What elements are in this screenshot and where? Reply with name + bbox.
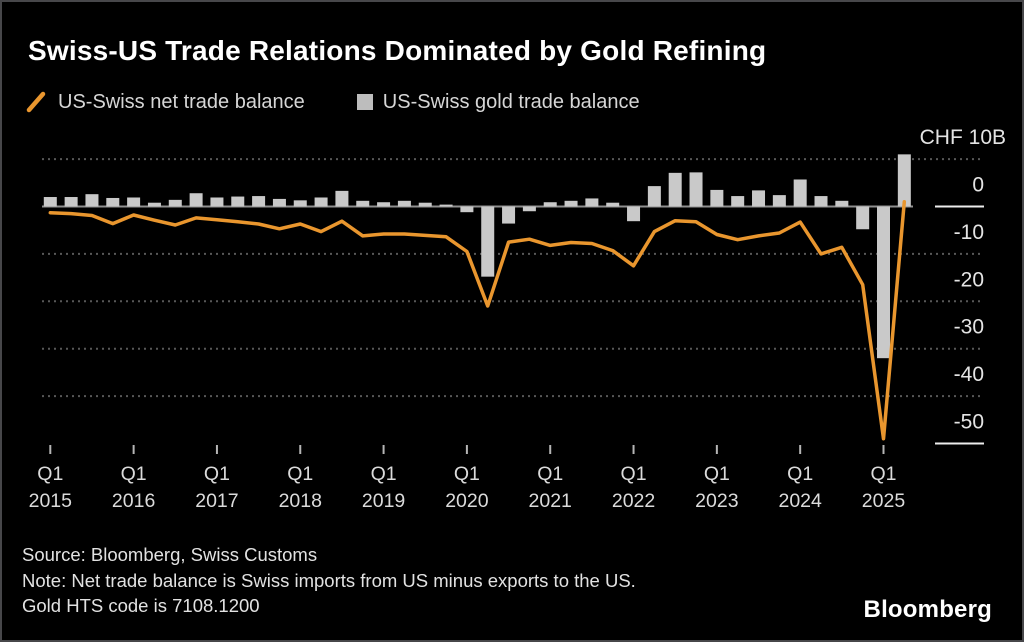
gold-bar: [356, 200, 370, 207]
gold-bar: [835, 200, 849, 207]
x-tick-label-quarter: Q1: [787, 463, 813, 485]
gold-bar: [793, 179, 807, 207]
x-tick-label-quarter: Q1: [537, 463, 563, 485]
gold-bar: [106, 197, 120, 207]
x-tick-label-quarter: Q1: [704, 463, 730, 485]
x-tick-label-quarter: Q1: [870, 463, 896, 485]
gray-square-legend-icon: [356, 94, 373, 110]
x-tick-label-quarter: Q1: [454, 463, 480, 485]
gold-bar: [731, 196, 745, 207]
chart-legend: US-Swiss net trade balance US-Swiss gold…: [26, 89, 640, 115]
gold-bar: [377, 202, 391, 207]
trade-balance-chart: CHF 10B 0 -10 -20 -30 -40 -50 Q1 2015 Q1 2016 Q1 201…: [29, 126, 1006, 512]
legend-label-net: US-Swiss net trade balance: [58, 90, 305, 113]
gold-bar: [272, 198, 286, 207]
gold-bar: [689, 172, 703, 207]
gold-bar: [481, 206, 495, 277]
footer-note-line1: Note: Net trade balance is Swiss imports…: [22, 569, 636, 591]
y-tick-label: -20: [954, 268, 984, 291]
gold-bar: [397, 200, 411, 207]
y-tick-label: -50: [954, 411, 984, 434]
x-tick-label-year: 2025: [862, 490, 906, 512]
footer-note-line2: Gold HTS code is 7108.1200: [22, 595, 260, 616]
gold-bar: [627, 206, 641, 222]
axis-unit-label: CHF 10B: [920, 126, 1006, 149]
legend-item-gold-trade-balance: US-Swiss gold trade balance: [356, 90, 640, 114]
gold-bar: [168, 199, 182, 207]
legend-label-gold: US-Swiss gold trade balance: [382, 90, 640, 113]
gold-bar: [210, 197, 224, 207]
x-tick-label-quarter: Q1: [204, 463, 230, 485]
gold-bar: [231, 196, 245, 207]
gold-bar: [189, 193, 203, 207]
x-tick-label-year: 2022: [612, 490, 655, 512]
gold-bar: [147, 202, 161, 207]
gold-bar: [460, 206, 474, 213]
gold-bar: [606, 202, 620, 207]
x-tick-label-year: 2024: [778, 490, 822, 512]
x-tick-label-year: 2018: [279, 490, 322, 512]
gold-bar: [585, 198, 599, 207]
gold-bar: [752, 190, 766, 207]
gold-bar: [85, 194, 99, 207]
gold-bar: [314, 197, 328, 207]
x-tick-label-year: 2020: [445, 490, 489, 512]
bloomberg-logo: Bloomberg: [863, 596, 992, 623]
x-tick-label-year: 2016: [112, 490, 155, 512]
gold-bar: [647, 186, 661, 207]
footer-source: Source: Bloomberg, Swiss Customs: [22, 544, 318, 565]
y-tick-label: 0: [972, 174, 984, 197]
gold-bar: [43, 197, 57, 207]
gold-bar: [418, 202, 432, 207]
gold-bar: [564, 200, 578, 207]
chart-footer: Source: Bloomberg, Swiss Customs Note: N…: [22, 542, 636, 619]
y-tick-label: -40: [954, 363, 984, 386]
legend-item-net-trade-balance: US-Swiss net trade balance: [26, 91, 305, 114]
gold-bar: [252, 196, 266, 207]
x-tick-label-quarter: Q1: [621, 463, 647, 485]
x-tick-label-year: 2021: [529, 490, 572, 512]
gold-bar: [814, 196, 828, 207]
gold-bar: [335, 190, 349, 207]
gold-bar: [897, 154, 911, 207]
net-trade-line: [48, 200, 907, 441]
gold-bar: [543, 202, 557, 207]
orange-line-legend-icon: [26, 91, 46, 113]
x-tick-label-quarter: Q1: [37, 463, 63, 485]
x-tick-label-year: 2017: [195, 490, 238, 512]
gold-bar: [439, 204, 453, 207]
gold-bar: [877, 206, 890, 359]
x-tick-label-quarter: Q1: [121, 463, 147, 485]
chart-title: Swiss-US Trade Relations Dominated by Go…: [28, 35, 767, 66]
gold-bar: [856, 206, 870, 230]
x-tick-label-quarter: Q1: [287, 463, 313, 485]
y-tick-label: -10: [954, 221, 984, 244]
gold-bar: [64, 197, 78, 207]
gold-bar: [772, 195, 786, 207]
x-tick-label-year: 2019: [362, 490, 405, 512]
x-tick-label-year: 2015: [29, 490, 73, 512]
gold-bar: [668, 172, 682, 207]
x-tick-label-year: 2023: [695, 490, 738, 512]
x-tick-label-quarter: Q1: [371, 463, 397, 485]
gold-bar: [522, 206, 536, 212]
gold-bar: [502, 206, 516, 224]
gold-bar: [127, 197, 141, 207]
y-tick-label: -30: [954, 316, 984, 339]
gold-bar: [293, 200, 307, 207]
gold-bar: [710, 189, 724, 207]
